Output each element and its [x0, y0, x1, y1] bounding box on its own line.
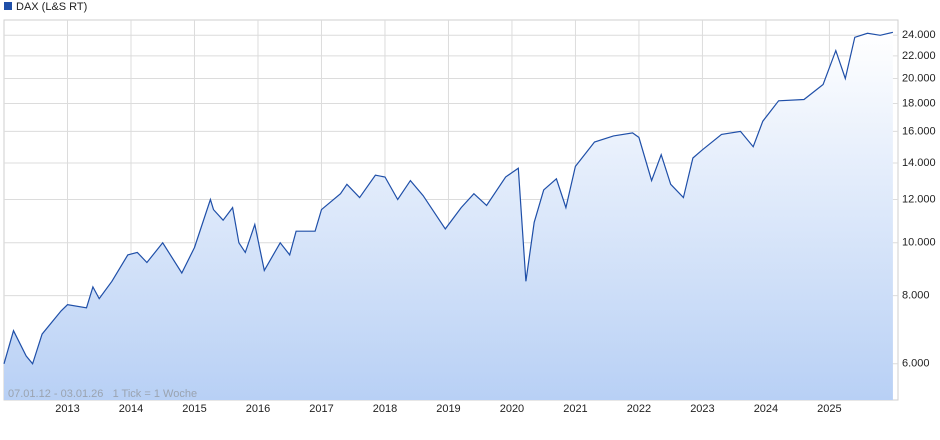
legend-swatch — [4, 2, 12, 10]
y-tick-label: 8.000 — [902, 290, 930, 302]
y-tick-label: 14.000 — [902, 157, 936, 169]
y-tick-label: 18.000 — [902, 97, 936, 109]
x-tick-label: 2016 — [246, 403, 270, 415]
x-tick-label: 2013 — [55, 403, 79, 415]
y-tick-label: 10.000 — [902, 237, 936, 249]
x-tick-label: 2020 — [500, 403, 524, 415]
x-tick-label: 2025 — [817, 403, 841, 415]
x-tick-label: 2018 — [373, 403, 397, 415]
y-tick-label: 22.000 — [902, 50, 936, 62]
x-tick-label: 2024 — [754, 403, 778, 415]
x-tick-label: 2017 — [309, 403, 333, 415]
legend-label: DAX (L&S RT) — [16, 1, 87, 13]
x-tick-label: 2022 — [627, 403, 651, 415]
line — [3, 31, 894, 366]
y-tick-label: 6.000 — [902, 358, 930, 370]
area — [4, 32, 893, 401]
x-tick-label: 2014 — [119, 403, 143, 415]
y-tick-label: 12.000 — [902, 193, 936, 205]
x-tick-label: 2021 — [563, 403, 587, 415]
plot — [3, 31, 894, 401]
y-tick-label: 16.000 — [902, 125, 936, 137]
x-tick-label: 2023 — [690, 403, 714, 415]
y-tick-label: 20.000 — [902, 72, 936, 84]
footer: 07.01.12 - 03.01.26 1 Tick = 1 Woche — [8, 388, 197, 400]
x-tick-label: 2015 — [182, 403, 206, 415]
x-tick-label: 2019 — [436, 403, 460, 415]
y-tick-label: 24.000 — [902, 29, 936, 41]
